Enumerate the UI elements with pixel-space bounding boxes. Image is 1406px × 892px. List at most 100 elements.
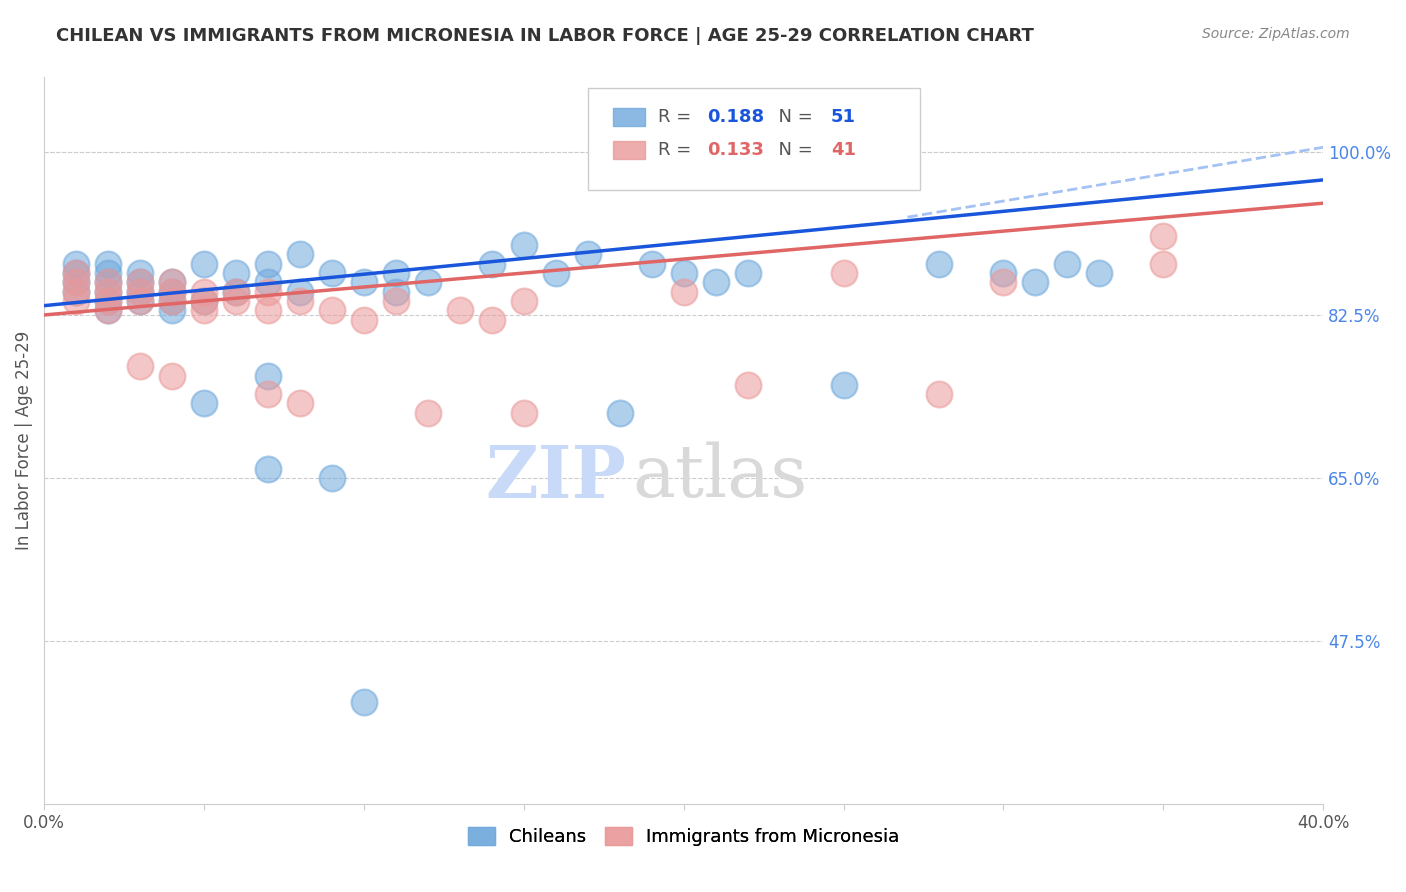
Point	[416, 276, 439, 290]
Point	[97, 257, 120, 271]
Point	[544, 266, 567, 280]
Point	[449, 303, 471, 318]
Point	[129, 276, 152, 290]
Point	[160, 293, 183, 308]
Point	[97, 285, 120, 299]
Point	[129, 293, 152, 308]
Point	[353, 276, 375, 290]
Point	[832, 266, 855, 280]
Point	[193, 293, 215, 308]
Point	[257, 461, 280, 475]
Point	[65, 266, 87, 280]
Point	[513, 238, 536, 252]
Text: N =: N =	[766, 109, 818, 127]
Point	[257, 387, 280, 401]
FancyBboxPatch shape	[613, 108, 645, 127]
Text: Source: ZipAtlas.com: Source: ZipAtlas.com	[1202, 27, 1350, 41]
Point	[672, 266, 695, 280]
Point	[737, 377, 759, 392]
Point	[385, 293, 408, 308]
Legend: Chileans, Immigrants from Micronesia: Chileans, Immigrants from Micronesia	[461, 819, 907, 853]
Point	[65, 285, 87, 299]
Point	[97, 303, 120, 318]
Point	[257, 303, 280, 318]
Text: 0.133: 0.133	[707, 141, 763, 159]
Point	[97, 293, 120, 308]
Text: R =: R =	[658, 109, 697, 127]
Point	[193, 303, 215, 318]
Point	[97, 266, 120, 280]
Point	[609, 406, 631, 420]
Point	[385, 266, 408, 280]
Point	[225, 285, 247, 299]
Text: 41: 41	[831, 141, 856, 159]
Point	[672, 285, 695, 299]
Point	[129, 359, 152, 374]
Point	[160, 303, 183, 318]
Point	[576, 247, 599, 261]
Point	[832, 377, 855, 392]
Point	[1152, 228, 1174, 243]
Point	[193, 293, 215, 308]
Text: R =: R =	[658, 141, 697, 159]
Point	[257, 368, 280, 383]
Point	[160, 293, 183, 308]
Point	[321, 471, 343, 485]
Point	[193, 257, 215, 271]
Point	[65, 257, 87, 271]
FancyBboxPatch shape	[613, 141, 645, 159]
Point	[481, 312, 503, 326]
Point	[288, 247, 311, 261]
Text: N =: N =	[766, 141, 818, 159]
Point	[97, 285, 120, 299]
Point	[97, 293, 120, 308]
Point	[65, 276, 87, 290]
Point	[1056, 257, 1078, 271]
Point	[928, 257, 950, 271]
Point	[993, 276, 1015, 290]
Point	[385, 285, 408, 299]
Point	[225, 285, 247, 299]
Text: 51: 51	[831, 109, 856, 127]
Point	[257, 285, 280, 299]
Point	[737, 266, 759, 280]
Point	[160, 285, 183, 299]
Text: atlas: atlas	[633, 442, 808, 512]
Text: 0.188: 0.188	[707, 109, 763, 127]
Point	[193, 285, 215, 299]
Text: CHILEAN VS IMMIGRANTS FROM MICRONESIA IN LABOR FORCE | AGE 25-29 CORRELATION CHA: CHILEAN VS IMMIGRANTS FROM MICRONESIA IN…	[56, 27, 1035, 45]
Point	[129, 285, 152, 299]
Point	[160, 276, 183, 290]
Point	[513, 293, 536, 308]
Point	[928, 387, 950, 401]
Point	[129, 276, 152, 290]
Point	[97, 276, 120, 290]
Text: ZIP: ZIP	[485, 442, 626, 513]
Point	[65, 293, 87, 308]
Y-axis label: In Labor Force | Age 25-29: In Labor Force | Age 25-29	[15, 331, 32, 550]
Point	[1152, 257, 1174, 271]
Point	[129, 285, 152, 299]
Point	[416, 406, 439, 420]
Point	[129, 266, 152, 280]
Point	[97, 303, 120, 318]
Point	[1088, 266, 1111, 280]
Point	[65, 266, 87, 280]
FancyBboxPatch shape	[588, 88, 921, 190]
Point	[704, 276, 727, 290]
Point	[225, 266, 247, 280]
Point	[193, 396, 215, 410]
Point	[288, 285, 311, 299]
Point	[65, 276, 87, 290]
Point	[640, 257, 662, 271]
Point	[65, 285, 87, 299]
Point	[513, 406, 536, 420]
Point	[160, 285, 183, 299]
Point	[288, 293, 311, 308]
Point	[321, 303, 343, 318]
Point	[97, 276, 120, 290]
Point	[160, 276, 183, 290]
Point	[353, 694, 375, 708]
Point	[160, 368, 183, 383]
Point	[257, 257, 280, 271]
